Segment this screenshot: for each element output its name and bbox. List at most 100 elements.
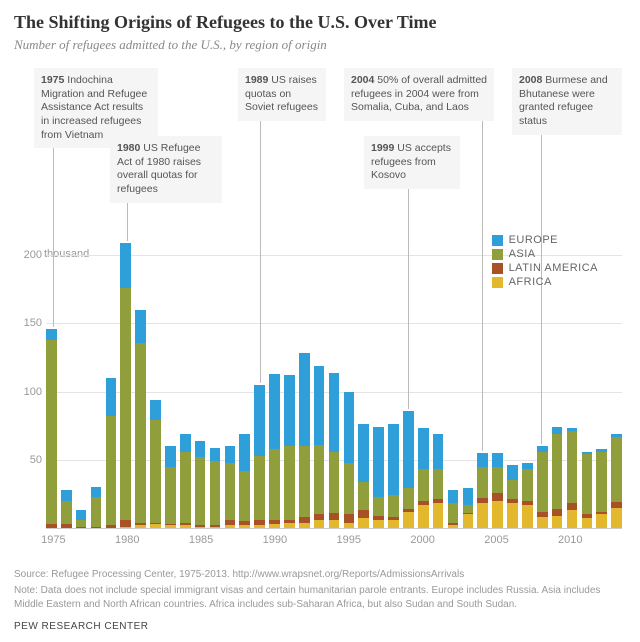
bar-segment-asia	[120, 288, 131, 520]
bar-segment-asia	[522, 469, 533, 500]
bar-segment-asia	[329, 452, 340, 513]
bar-segment-europe	[76, 510, 87, 520]
annotation-leader	[53, 120, 54, 327]
bar	[165, 446, 176, 528]
bar-segment-africa	[403, 512, 414, 528]
bar	[373, 427, 384, 528]
bar-segment-europe	[448, 490, 459, 504]
legend-swatch	[492, 263, 503, 274]
bar-segment-europe	[463, 488, 474, 504]
footer-note: Note: Data does not include special immi…	[14, 584, 626, 612]
bar-segment-europe	[91, 487, 102, 497]
annotation-box: 1980 US Refugee Act of 1980 raises overa…	[110, 136, 222, 203]
bar-segment-asia	[106, 416, 117, 525]
bar-segment-asia	[403, 488, 414, 508]
bar	[180, 434, 191, 528]
bar-segment-africa	[150, 524, 161, 528]
legend-item: EUROPE	[492, 234, 598, 246]
bar	[522, 463, 533, 528]
annotation-leader	[482, 120, 483, 451]
bar	[135, 310, 146, 528]
bar	[582, 452, 593, 528]
bar-segment-latin	[120, 520, 131, 527]
bar-segment-asia	[61, 501, 72, 524]
bar-segment-asia	[611, 437, 622, 502]
bar-segment-africa	[120, 527, 131, 528]
bar-segment-europe	[344, 392, 355, 463]
bar-segment-europe	[195, 441, 206, 457]
annotation-box: 1989 US raises quotas on Soviet refugees	[238, 68, 326, 121]
bar-segment-europe	[180, 434, 191, 452]
bar	[269, 374, 280, 528]
bar-segment-latin	[358, 510, 369, 518]
bar	[225, 446, 236, 528]
bar-segment-europe	[329, 373, 340, 452]
x-axis	[46, 528, 622, 529]
bar	[537, 446, 548, 528]
bar-segment-europe	[210, 448, 221, 462]
bar-segment-africa	[537, 517, 548, 528]
footer-brand: PEW RESEARCH CENTER	[14, 620, 626, 634]
chart-footer: Source: Refugee Processing Center, 1975-…	[14, 568, 626, 634]
bar	[433, 434, 444, 528]
bar-segment-africa	[329, 520, 340, 528]
bar-segment-europe	[225, 446, 236, 462]
bar-segment-europe	[284, 375, 295, 446]
bar	[448, 490, 459, 528]
bar-segment-africa	[582, 518, 593, 528]
bar	[239, 434, 250, 528]
bar-segment-africa	[418, 505, 429, 528]
bar-segment-asia	[269, 449, 280, 520]
bar-segment-asia	[91, 497, 102, 527]
bar-segment-europe	[106, 378, 117, 416]
bar-segment-europe	[433, 434, 444, 469]
bar-segment-africa	[239, 525, 250, 528]
bar-segment-asia	[150, 420, 161, 522]
bar-segment-asia	[135, 343, 146, 523]
bar-segment-europe	[403, 411, 414, 489]
bar-segment-asia	[284, 446, 295, 520]
x-tick-label: 1980	[115, 534, 139, 546]
y-tick-label: 100	[16, 386, 42, 398]
legend-label: AFRICA	[509, 276, 552, 288]
bar-segment-europe	[358, 424, 369, 481]
bar-segment-europe	[61, 490, 72, 501]
bar-segment-latin	[76, 527, 87, 528]
bar	[477, 453, 488, 528]
bar-segment-asia	[433, 469, 444, 499]
bar	[106, 378, 117, 528]
bar	[61, 490, 72, 528]
bar-segment-asia	[314, 445, 325, 515]
bar-segment-asia	[180, 452, 191, 523]
bar-segment-asia	[477, 467, 488, 498]
bar-segment-latin	[344, 514, 355, 522]
bar	[46, 329, 57, 528]
x-tick-label: 1995	[337, 534, 361, 546]
bar-segment-europe	[299, 353, 310, 446]
bar-segment-asia	[225, 463, 236, 520]
bar	[195, 441, 206, 528]
bar	[76, 510, 87, 528]
bar-segment-asia	[46, 340, 57, 524]
bar-segment-africa	[552, 516, 563, 528]
bar-segment-asia	[463, 505, 474, 513]
legend-item: LATIN AMERICA	[492, 262, 598, 274]
bar-segment-asia	[373, 497, 384, 516]
bar-segment-africa	[165, 525, 176, 528]
x-tick-label: 2005	[484, 534, 508, 546]
bar-segment-africa	[254, 525, 265, 528]
bar-segment-europe	[552, 427, 563, 434]
bar-segment-africa	[344, 523, 355, 528]
bar-segment-europe	[150, 400, 161, 420]
bar-segment-asia	[596, 452, 607, 512]
bar	[463, 488, 474, 528]
bar-segment-europe	[135, 310, 146, 343]
x-tick-label: 1985	[189, 534, 213, 546]
bar	[596, 449, 607, 528]
bar-segment-africa	[611, 508, 622, 528]
legend-label: ASIA	[509, 248, 536, 260]
bar-segment-africa	[507, 503, 518, 528]
bar-segment-africa	[195, 527, 206, 528]
bar-segment-asia	[76, 520, 87, 527]
bar-segment-africa	[299, 523, 310, 528]
